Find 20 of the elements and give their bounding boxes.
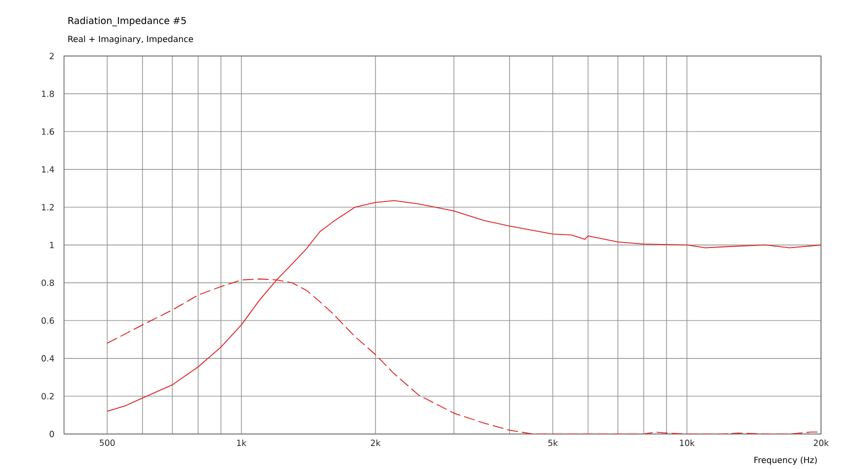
y-tick-label: 0.4 [42, 355, 54, 362]
y-tick-label: 2 [50, 52, 54, 60]
y-tick-label: 1 [50, 242, 54, 248]
chart-title: Radiation_Impedance #5 [68, 16, 186, 26]
x-tick-label: 500 [100, 440, 115, 446]
x-axis-title: Frequency (Hz) [754, 456, 817, 465]
x-tick-label: 5k [548, 440, 558, 446]
y-tick-label: 0.8 [42, 280, 54, 286]
y-tick-label: 1.2 [42, 204, 54, 210]
x-tick-label: 2k [370, 440, 381, 446]
y-tick-label: 0.2 [42, 392, 54, 400]
y-tick-label: 1.4 [42, 166, 54, 172]
x-tick-label: 1k [237, 440, 246, 446]
y-tick-label: 0.6 [42, 317, 54, 324]
y-tick-label: 1.8 [42, 90, 54, 97]
x-tick-label: 10k [680, 440, 695, 446]
x-tick-label: 20k [814, 440, 829, 446]
chart-subtitle: Real + Imaginary, Impedance [68, 36, 194, 44]
y-tick-label: 1.6 [42, 128, 54, 135]
y-tick-label: 0 [50, 430, 54, 438]
